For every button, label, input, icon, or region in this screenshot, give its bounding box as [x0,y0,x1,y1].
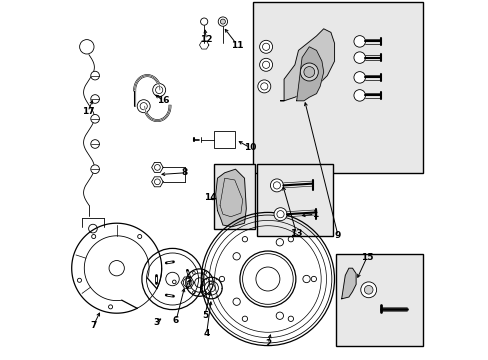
Text: 11: 11 [230,40,243,49]
Circle shape [300,63,318,81]
Text: 5: 5 [202,310,207,320]
Polygon shape [215,169,246,227]
Circle shape [353,72,365,83]
Bar [257,164,332,236]
Circle shape [91,71,99,80]
Text: 2: 2 [264,339,270,348]
Circle shape [273,208,286,221]
Circle shape [257,80,270,93]
Circle shape [91,114,99,123]
Text: 7: 7 [90,321,96,330]
Text: 10: 10 [243,143,256,152]
Circle shape [270,179,283,192]
Circle shape [137,100,150,113]
Bar [336,254,422,346]
Circle shape [152,84,165,96]
Text: 13: 13 [290,230,303,239]
Bar [213,131,235,148]
Text: 4: 4 [203,328,209,338]
Polygon shape [341,268,355,299]
Circle shape [353,52,365,63]
Text: 17: 17 [81,107,94,116]
Circle shape [303,67,314,77]
Polygon shape [280,29,334,101]
Circle shape [259,40,272,53]
Text: 3: 3 [153,318,159,327]
Circle shape [360,282,376,298]
Circle shape [91,95,99,103]
Polygon shape [296,47,323,101]
Text: 15: 15 [360,253,372,262]
Circle shape [220,19,225,24]
Bar [253,2,422,173]
Text: 16: 16 [157,96,169,105]
Bar [213,164,255,229]
Text: 12: 12 [200,35,212,44]
Circle shape [91,165,99,174]
Circle shape [353,90,365,101]
Circle shape [364,285,372,294]
Text: 8: 8 [182,168,188,177]
Circle shape [91,140,99,148]
Text: 9: 9 [334,231,341,240]
Circle shape [259,58,272,71]
Circle shape [353,36,365,47]
Text: 14: 14 [203,194,216,202]
Text: 1: 1 [311,210,317,219]
Text: 6: 6 [173,316,179,325]
